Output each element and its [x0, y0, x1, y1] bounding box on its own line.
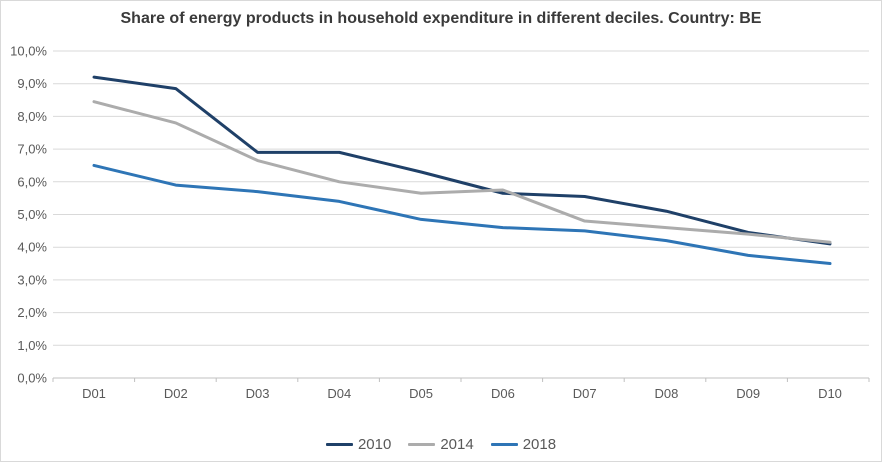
x-tick-label: D02: [164, 386, 188, 401]
legend-line-swatch-2018: [490, 443, 518, 446]
y-tick-label: 4,0%: [17, 240, 47, 255]
series-line-2014: [92, 100, 832, 244]
x-tick-label: D01: [82, 386, 106, 401]
y-tick-label: 2,0%: [17, 305, 47, 320]
x-tick-label: D06: [491, 386, 515, 401]
x-tick-label: D04: [327, 386, 351, 401]
x-tick-label: D03: [246, 386, 270, 401]
y-tick-label: 3,0%: [17, 272, 47, 287]
legend-item-2014: 2014: [408, 436, 474, 453]
y-tick-label: 9,0%: [17, 76, 47, 91]
y-tick-label: 7,0%: [17, 142, 47, 157]
y-tick-label: 8,0%: [17, 109, 47, 124]
x-tick-label: D08: [655, 386, 679, 401]
x-tick-label: D05: [409, 386, 433, 401]
line-chart-plot-area: 0,0% 1,0% 2,0% 3,0% 4,0% 5,0% 6,0% 7,0% 8,0% 9,0%…: [10, 44, 870, 401]
series-line-2018: [92, 163, 832, 266]
legend-line-swatch-2014: [408, 443, 436, 446]
legend-label: 2010: [357, 436, 392, 453]
legend-line-swatch-2010: [325, 443, 353, 446]
legend-label: 2014: [440, 436, 474, 453]
y-tick-label: 0,0%: [17, 371, 47, 386]
y-tick-label: 6,0%: [17, 174, 47, 189]
legend-item-2010: 2010: [325, 436, 392, 453]
y-tick-label: 10,0%: [10, 44, 47, 59]
chart-title: Share of energy products in household ex…: [120, 10, 762, 27]
legend-label: 2018: [522, 436, 557, 453]
x-tick-label: D07: [573, 386, 597, 401]
chart-legend: 2010 2014 2018: [1, 436, 881, 453]
y-tick-label: 1,0%: [17, 338, 47, 353]
y-tick-label: 5,0%: [17, 207, 47, 222]
x-tick-label: D10: [818, 386, 842, 401]
series-line-2010: [92, 75, 832, 246]
x-tick-label: D09: [736, 386, 760, 401]
legend-item-2018: 2018: [490, 436, 557, 453]
